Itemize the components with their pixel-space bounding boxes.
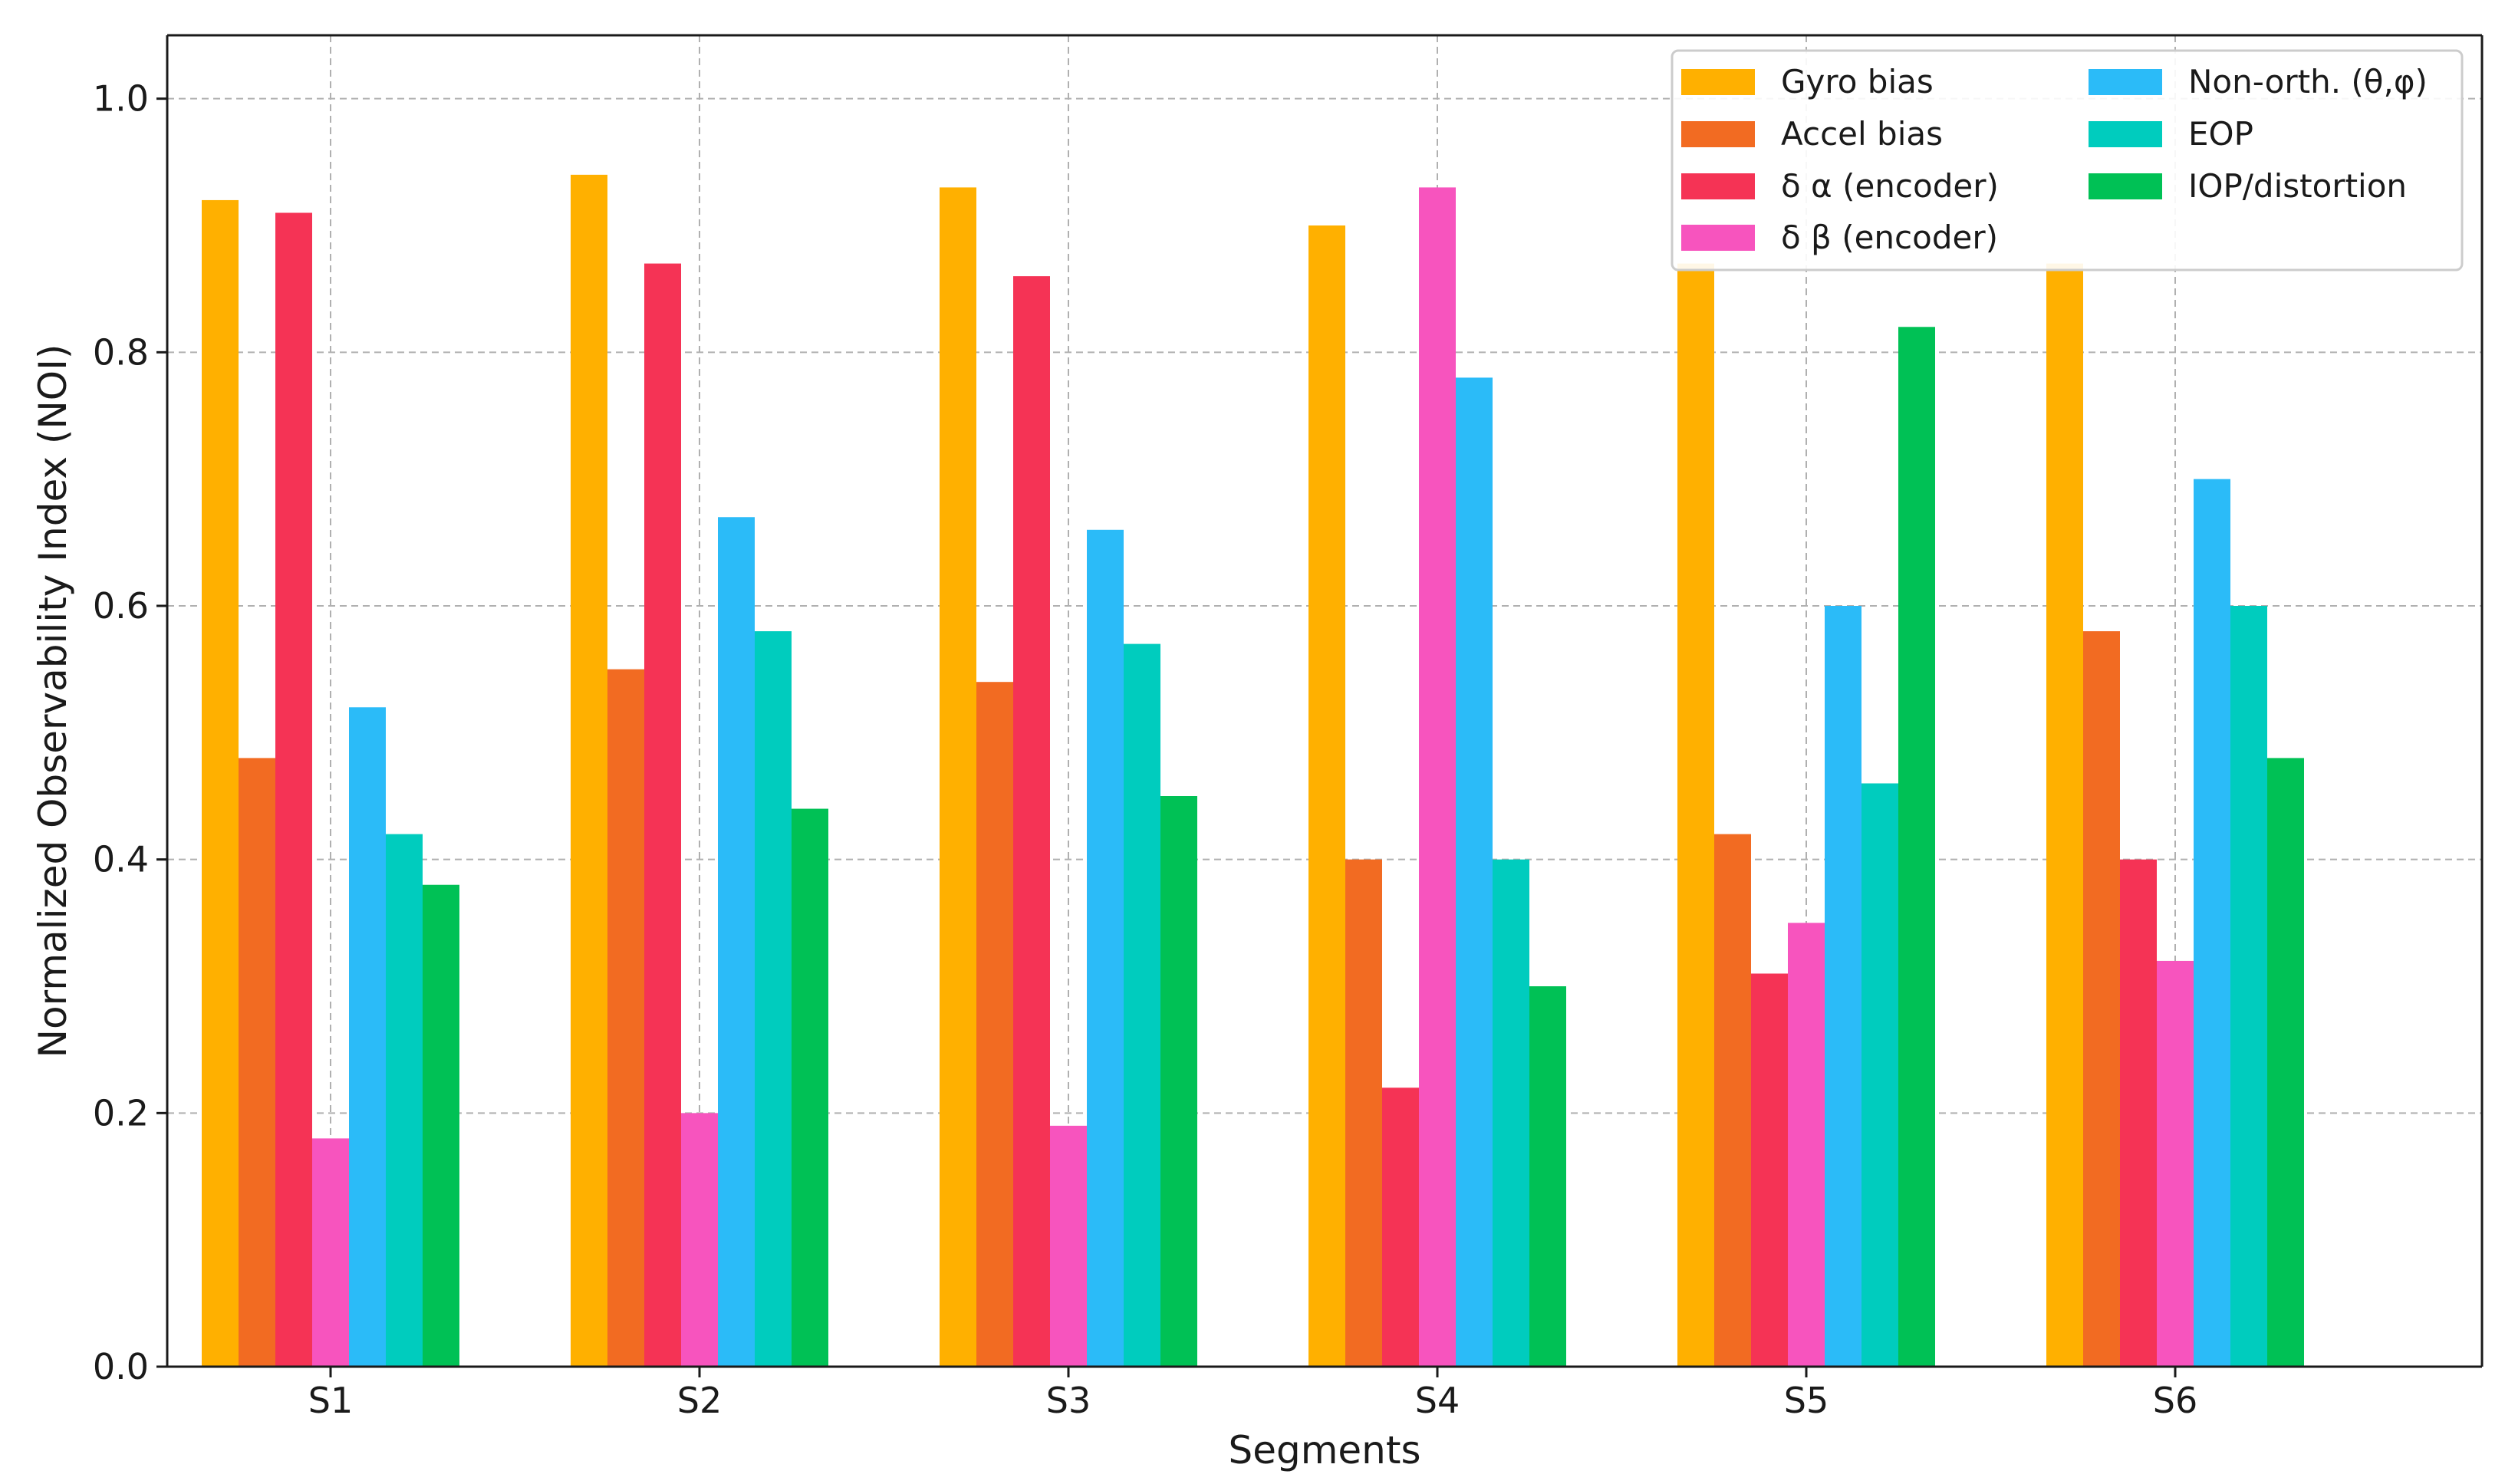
y-tick-label: 0.6 (93, 585, 149, 627)
bar-eop-s2 (755, 631, 792, 1367)
legend-swatch (1681, 173, 1755, 199)
x-tick-label-s1: S1 (308, 1380, 353, 1421)
legend-label: Gyro bias (1781, 63, 1934, 100)
legend-swatch (1681, 225, 1755, 251)
bar-iop-distortion-s2 (792, 808, 828, 1367)
legend-swatch (1681, 69, 1755, 95)
bar-non-orth-s1 (349, 707, 386, 1367)
axes (166, 34, 2484, 1368)
legend-label: Accel bias (1781, 115, 1943, 153)
bar-eop-s6 (2230, 606, 2267, 1367)
y-tick-label: 0.4 (93, 839, 149, 880)
y-tick-label: 0.2 (93, 1092, 149, 1134)
bar-accel-bias-s2 (607, 669, 644, 1367)
bar-gyro-bias-s4 (1308, 225, 1345, 1367)
bar-accel-bias-s4 (1345, 859, 1382, 1367)
bars (202, 174, 2304, 1367)
bar-encoder-s2 (644, 263, 681, 1367)
y-axis-title: Normalized Observability Index (NOI) (31, 344, 75, 1058)
legend-frame (1671, 49, 2464, 271)
bar-encoder-s6 (2120, 859, 2157, 1367)
legend-swatch (2089, 121, 2162, 147)
bar-gyro-bias-s6 (2046, 263, 2083, 1367)
bar-encoder-s6 (2157, 960, 2194, 1367)
x-tick-label-s2: S2 (677, 1380, 722, 1421)
legend-label: EOP (2188, 115, 2253, 153)
bar-non-orth-s5 (1825, 606, 1861, 1367)
x-ticks: S1 S2 S3 S4 S5 S6 (308, 1367, 2197, 1421)
bar-iop-distortion-s6 (2267, 758, 2304, 1367)
y-ticks: 0.0 0.2 0.4 0.6 0.8 1.0 (93, 78, 167, 1387)
bar-eop-s4 (1493, 859, 1529, 1367)
legend-label: δ α (encoder) (1781, 167, 1999, 205)
legend-swatch (1681, 121, 1755, 147)
y-tick-label: 0.8 (93, 331, 149, 373)
legend-label: Non-orth. (θ,φ) (2188, 63, 2428, 100)
bar-eop-s1 (386, 834, 423, 1367)
legend-label: IOP/distortion (2188, 167, 2407, 205)
bar-accel-bias-s1 (239, 758, 275, 1367)
bar-iop-distortion-s5 (1898, 327, 1935, 1367)
legend-swatch (2089, 69, 2162, 95)
bar-accel-bias-s3 (976, 682, 1013, 1367)
y-tick-label: 1.0 (93, 78, 149, 120)
bar-non-orth-s4 (1456, 377, 1493, 1367)
bar-gyro-bias-s2 (571, 174, 607, 1367)
x-tick-label-s4: S4 (1415, 1380, 1460, 1421)
bar-accel-bias-s6 (2083, 631, 2120, 1367)
bar-gyro-bias-s5 (1677, 263, 1714, 1367)
bar-non-orth-s3 (1087, 529, 1124, 1367)
x-tick-label-s6: S6 (2153, 1380, 2197, 1421)
legend: Gyro bias Accel bias δ α (encoder) δ β (enc… (1671, 49, 2464, 271)
legend-swatch (2089, 173, 2162, 199)
bar-encoder-s3 (1013, 276, 1050, 1367)
bar-iop-distortion-s3 (1160, 796, 1197, 1367)
bar-encoder-s4 (1382, 1087, 1419, 1367)
bar-eop-s5 (1861, 783, 1898, 1367)
y-tick-label: 0.0 (93, 1346, 149, 1387)
bar-gyro-bias-s3 (940, 187, 976, 1367)
bar-iop-distortion-s1 (423, 884, 459, 1367)
bar-encoder-s1 (275, 212, 312, 1367)
x-tick-label-s3: S3 (1046, 1380, 1091, 1421)
bar-non-orth-s2 (718, 517, 755, 1367)
bar-eop-s3 (1124, 643, 1160, 1367)
bar-encoder-s2 (681, 1113, 718, 1367)
bar-encoder-s5 (1751, 973, 1788, 1367)
bar-encoder-s1 (312, 1138, 349, 1367)
bar-gyro-bias-s1 (202, 199, 239, 1367)
bar-encoder-s5 (1788, 923, 1825, 1367)
legend-label: δ β (encoder) (1781, 219, 1998, 256)
bar-non-orth-s6 (2194, 479, 2230, 1367)
bar-iop-distortion-s4 (1529, 986, 1566, 1367)
x-axis-title: Segments (1228, 1428, 1420, 1472)
bar-encoder-s4 (1419, 187, 1456, 1367)
bar-accel-bias-s5 (1714, 834, 1751, 1367)
x-tick-label-s5: S5 (1784, 1380, 1829, 1421)
bar-encoder-s3 (1050, 1125, 1087, 1367)
